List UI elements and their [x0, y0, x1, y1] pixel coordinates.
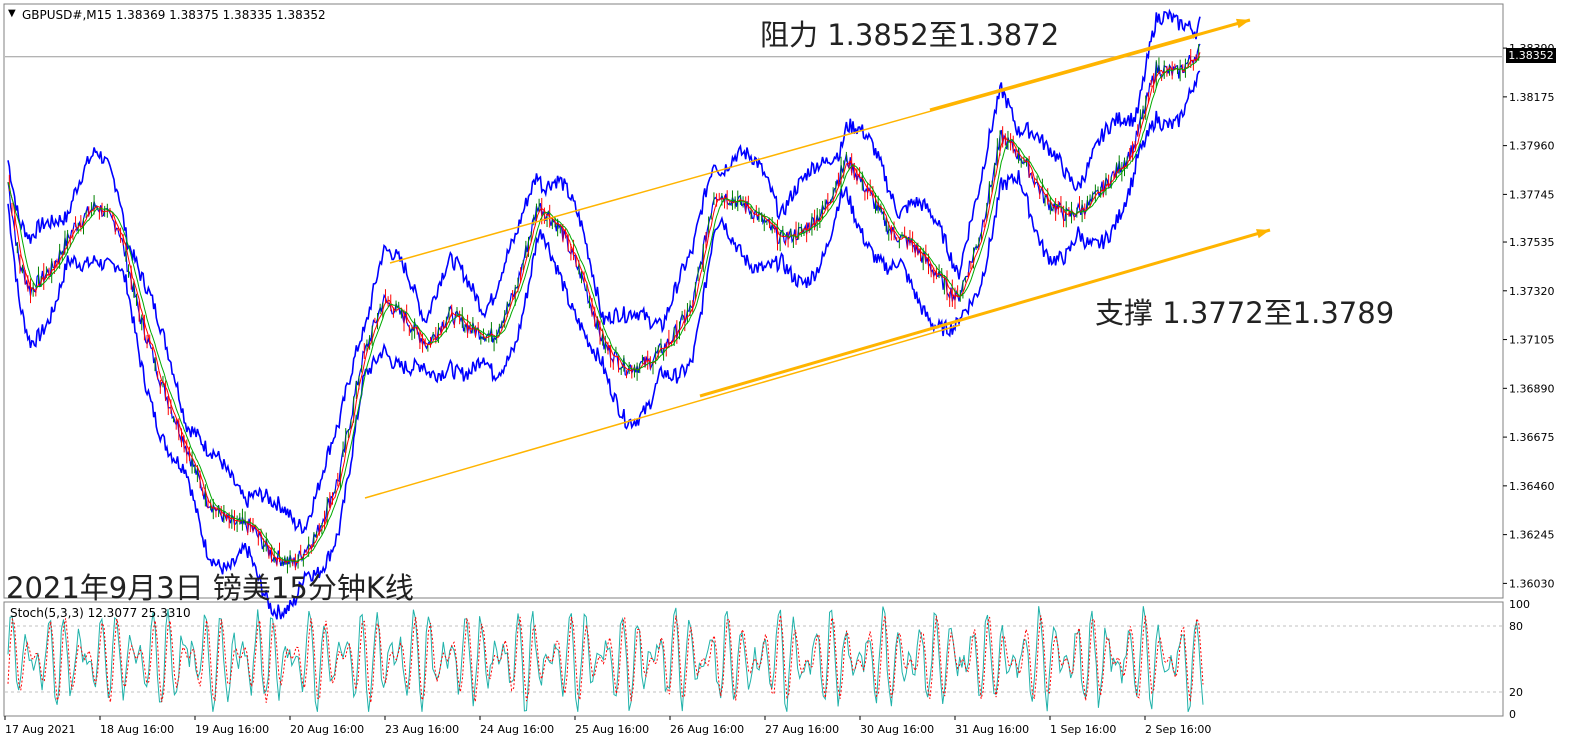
stoch-values: 12.3077 25.3310 — [87, 606, 191, 620]
ma-slow — [7, 56, 1201, 562]
channel-upper-arrowhead — [1236, 18, 1250, 29]
ohlc-values: 1.38369 1.38375 1.38335 1.38352 — [115, 8, 326, 22]
bollinger-lower — [7, 70, 1201, 620]
time-tick-label: 2 Sep 16:00 — [1145, 723, 1211, 736]
symbol-label: GBPUSD#,M15 — [22, 8, 112, 22]
price-tick-label: 1.36460 — [1509, 480, 1555, 493]
channel-upper — [929, 18, 1251, 112]
resistance-annotation: 阻力 1.3852至1.3872 — [760, 18, 1060, 52]
bollinger-upper — [7, 8, 1201, 535]
price-tick-label: 1.37745 — [1509, 188, 1555, 201]
chart-header: GBPUSD#,M15 1.38369 1.38375 1.38335 1.38… — [22, 8, 326, 22]
trend-channel — [364, 18, 1271, 499]
price-tick-label: 1.37960 — [1509, 140, 1555, 153]
price-tick-label: 1.37535 — [1509, 236, 1555, 249]
time-tick-label: 1 Sep 16:00 — [1050, 723, 1116, 736]
channel-lower-thin — [364, 324, 961, 499]
time-tick-label: 20 Aug 16:00 — [290, 723, 364, 736]
price-tick-label: 1.36245 — [1509, 529, 1555, 542]
stoch-signal-line — [7, 615, 1204, 703]
stoch-label: Stoch(5,3,3) 12.3077 25.3310 — [10, 606, 191, 620]
channel-lower — [699, 228, 1271, 398]
time-tick-label: 18 Aug 16:00 — [100, 723, 174, 736]
time-tick-label: 27 Aug 16:00 — [765, 723, 839, 736]
time-tick-label: 31 Aug 16:00 — [955, 723, 1029, 736]
price-axis: 1.36030 1.36245 1.36460 1.36675 1.36890 1.371… — [5, 42, 1555, 590]
price-tick-label: 1.36675 — [1509, 431, 1555, 444]
time-axis: 17 Aug 2021 18 Aug 16:00 19 Aug 16:00 20 Au… — [4, 716, 1211, 736]
stoch-tick-label: 100 — [1509, 598, 1530, 611]
main-chart-frame — [3, 3, 1504, 599]
stoch-tick-label: 20 — [1509, 686, 1523, 699]
time-tick-label: 30 Aug 16:00 — [860, 723, 934, 736]
price-tick-label: 1.37105 — [1509, 334, 1555, 347]
time-tick-label: 24 Aug 16:00 — [480, 723, 554, 736]
menu-triangle-icon[interactable]: ▼ — [8, 8, 16, 19]
stochastic-oscillator: 0 20 80 100 — [5, 598, 1530, 721]
support-annotation: 支撑 1.3772至1.3789 — [1095, 296, 1395, 330]
bollinger-bands — [7, 8, 1201, 620]
price-tick-label: 1.36890 — [1509, 382, 1555, 395]
time-tick-label: 25 Aug 16:00 — [575, 723, 649, 736]
time-tick-label: 23 Aug 16:00 — [385, 723, 459, 736]
stoch-tick-label: 0 — [1509, 708, 1516, 721]
current-price-label: 1.38352 — [1506, 48, 1556, 63]
ma-fast — [7, 52, 1201, 564]
stoch-tick-label: 80 — [1509, 620, 1523, 633]
stoch-title: Stoch(5,3,3) — [10, 606, 84, 620]
channel-lower-arrowhead — [1256, 229, 1270, 239]
price-tick-label: 1.36030 — [1509, 577, 1555, 590]
stoch-main-line — [7, 606, 1204, 712]
time-tick-label: 26 Aug 16:00 — [670, 723, 744, 736]
time-tick-label: 19 Aug 16:00 — [195, 723, 269, 736]
time-tick-label: 17 Aug 2021 — [5, 723, 75, 736]
price-tick-label: 1.38175 — [1509, 91, 1555, 104]
moving-averages — [7, 52, 1201, 564]
bollinger-mid — [7, 43, 1201, 568]
date-title: 2021年9月3日 镑美15分钟K线 — [6, 571, 414, 605]
price-tick-label: 1.37320 — [1509, 285, 1555, 298]
